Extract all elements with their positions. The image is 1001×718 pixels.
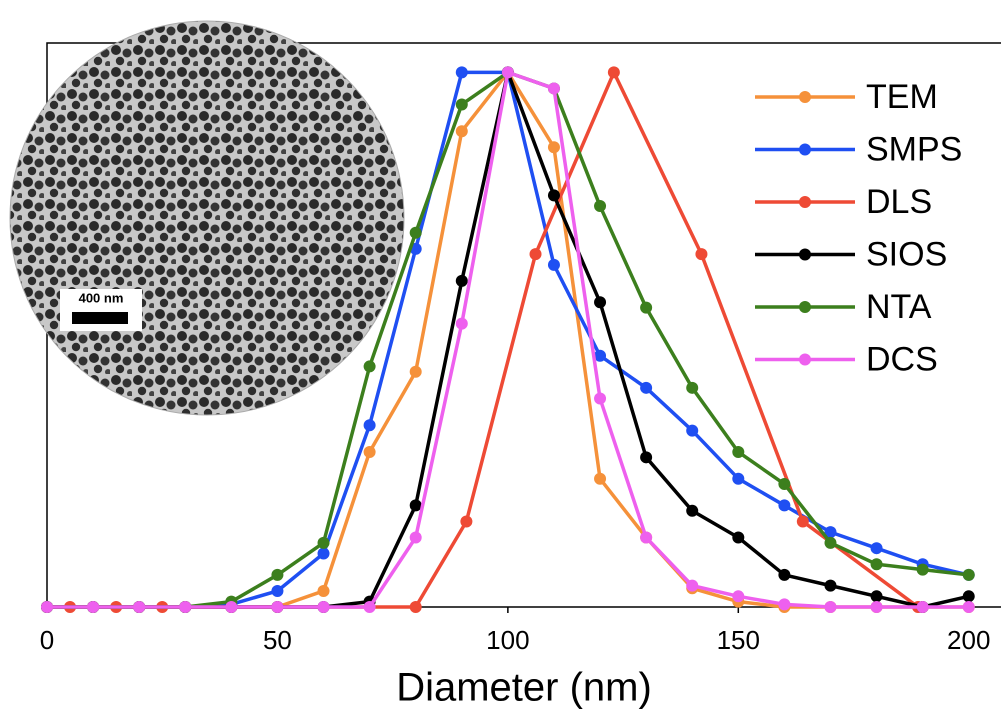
data-point bbox=[455, 125, 468, 138]
data-point bbox=[686, 504, 699, 517]
data-point bbox=[87, 601, 100, 613]
data-point bbox=[409, 499, 422, 512]
data-point bbox=[409, 365, 422, 378]
data-point bbox=[870, 558, 883, 571]
data-point bbox=[916, 601, 929, 613]
data-point bbox=[870, 590, 883, 603]
data-point bbox=[732, 472, 745, 485]
data-point bbox=[594, 296, 607, 309]
data-point bbox=[732, 445, 745, 458]
data-point bbox=[363, 360, 376, 373]
data-point bbox=[916, 563, 929, 576]
data-point bbox=[529, 248, 542, 261]
data-point bbox=[824, 579, 837, 592]
data-point bbox=[271, 568, 284, 581]
legend-label: SMPS bbox=[866, 130, 962, 168]
data-point bbox=[271, 601, 284, 613]
data-point bbox=[870, 601, 883, 613]
data-point bbox=[962, 590, 975, 603]
data-point bbox=[778, 478, 791, 491]
data-point bbox=[607, 66, 620, 79]
data-point bbox=[547, 189, 560, 202]
data-point bbox=[962, 601, 975, 613]
data-point bbox=[824, 601, 837, 613]
data-point bbox=[455, 98, 468, 111]
data-point bbox=[133, 601, 146, 613]
data-point bbox=[640, 531, 653, 544]
data-point bbox=[460, 515, 473, 528]
data-point bbox=[640, 451, 653, 464]
data-point bbox=[317, 547, 330, 560]
data-point bbox=[547, 258, 560, 271]
legend-marker bbox=[799, 196, 811, 208]
data-point bbox=[363, 445, 376, 458]
x-tick-label: 100 bbox=[486, 625, 529, 655]
data-point bbox=[594, 472, 607, 485]
data-point bbox=[870, 542, 883, 555]
data-point bbox=[686, 424, 699, 437]
legend-marker bbox=[799, 301, 811, 313]
data-point bbox=[225, 601, 238, 613]
data-point bbox=[547, 82, 560, 95]
data-point bbox=[594, 349, 607, 362]
data-point bbox=[409, 226, 422, 239]
legend-label: SIOS bbox=[866, 235, 947, 273]
tem-micrograph bbox=[9, 20, 405, 416]
data-point bbox=[363, 419, 376, 432]
legend-marker bbox=[799, 353, 811, 366]
data-point bbox=[686, 579, 699, 592]
scale-label: 400 nm bbox=[79, 290, 124, 305]
x-tick-label: 150 bbox=[717, 625, 760, 655]
x-axis-label: Diameter (nm) bbox=[396, 666, 652, 710]
legend-label: DLS bbox=[866, 183, 932, 221]
data-point bbox=[824, 526, 837, 539]
data-point bbox=[41, 601, 53, 613]
scale-bar bbox=[72, 312, 128, 324]
legend-marker bbox=[799, 91, 811, 103]
legend-label: DCS bbox=[866, 340, 938, 378]
legend-label: NTA bbox=[866, 288, 932, 326]
data-point bbox=[796, 515, 809, 528]
data-point bbox=[962, 568, 975, 581]
x-tick-label: 0 bbox=[40, 625, 54, 655]
data-point bbox=[179, 601, 192, 613]
data-point bbox=[778, 568, 791, 581]
data-point bbox=[317, 536, 330, 549]
data-point bbox=[409, 601, 422, 613]
data-point bbox=[640, 301, 653, 314]
data-point bbox=[824, 536, 837, 549]
legend-marker bbox=[799, 248, 811, 261]
data-point bbox=[271, 584, 284, 597]
data-point bbox=[640, 381, 653, 394]
plot-area: 0 50 100 150 200 bbox=[40, 42, 1001, 655]
legend: TEM SMPS DLS SIOS NTA DCS bbox=[755, 78, 962, 378]
data-point bbox=[695, 248, 708, 261]
data-point bbox=[455, 66, 468, 79]
inset-image: 400 nm bbox=[9, 20, 405, 416]
data-point bbox=[455, 317, 468, 330]
x-tick-label: 200 bbox=[947, 625, 990, 655]
data-point bbox=[778, 499, 791, 512]
data-point bbox=[778, 598, 791, 611]
x-tick-label: 50 bbox=[263, 625, 292, 655]
data-point bbox=[547, 141, 560, 154]
data-point bbox=[317, 601, 330, 613]
data-point bbox=[501, 66, 514, 79]
data-point bbox=[455, 274, 468, 287]
data-point bbox=[686, 381, 699, 394]
legend-label: TEM bbox=[866, 78, 938, 116]
data-point bbox=[732, 531, 745, 544]
data-point bbox=[409, 531, 422, 544]
data-point bbox=[594, 200, 607, 213]
data-point bbox=[317, 584, 330, 597]
data-point bbox=[594, 392, 607, 405]
legend-marker bbox=[799, 143, 811, 156]
data-point bbox=[732, 590, 745, 603]
data-point bbox=[363, 601, 376, 613]
